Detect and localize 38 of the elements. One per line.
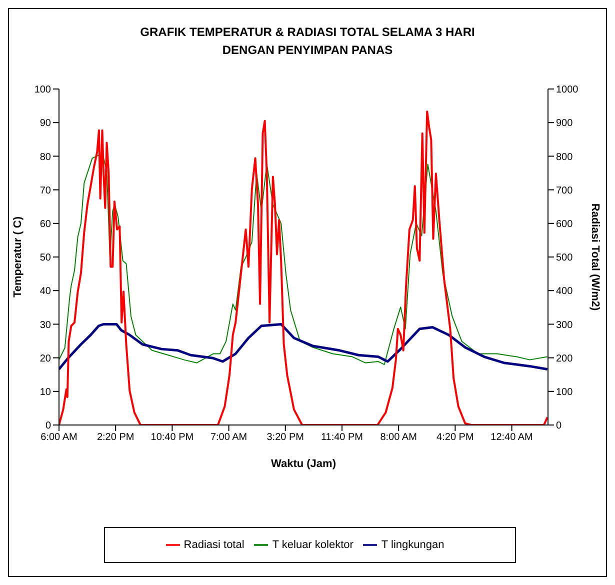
y-tick-label: 100 [34, 84, 52, 96]
legend-label: T lingkungan [381, 538, 444, 551]
y2-tick-label: 800 [556, 152, 574, 163]
x-tick-label: 11:40 PM [320, 432, 364, 444]
x-tick-label: 2:20 PM [96, 432, 134, 444]
y2-tick-label: 600 [556, 218, 574, 230]
x-tick-label: 12:40 AM [490, 432, 533, 444]
y-tick-label: 50 [40, 252, 52, 264]
y2-tick-label: 100 [556, 386, 574, 398]
y-tick-label: 70 [40, 185, 52, 196]
y2-tick-label: 500 [556, 252, 574, 264]
x-tick-label: 10:40 PM [150, 432, 194, 444]
y-tick-label: 30 [40, 320, 52, 331]
y-tick-label: 0 [45, 420, 52, 432]
y2-tick-label: 300 [556, 320, 574, 331]
x-tick-label: 3:20 PM [266, 432, 304, 444]
y2-tick-label: 400 [556, 286, 574, 298]
y2-tick-label: 900 [556, 118, 574, 130]
x-tick-label: 4:20 PM [436, 432, 474, 444]
y2-tick-label: 1000 [556, 84, 579, 96]
y-tick-label: 20 [40, 353, 52, 364]
y-tick-label: 40 [40, 286, 52, 298]
y-axis-title: Temperatur ( C) [12, 216, 24, 298]
y2-tick-label: 0 [556, 420, 562, 432]
y-tick-label: 80 [40, 152, 52, 163]
y2-tick-label: 200 [556, 353, 574, 364]
x-axis-title: Waktu (Jam) [271, 458, 336, 470]
y2-axis-title: Radiasi Total (W/m2) [589, 203, 602, 312]
legend-label: T keluar kolektor [272, 538, 354, 551]
y2-tick-label: 700 [556, 185, 574, 196]
x-tick-label: 8:00 AM [380, 432, 417, 444]
y-tick-label: 90 [40, 118, 52, 130]
y-tick-label: 60 [40, 218, 52, 230]
chart-title: GRAFIK TEMPERATUR & RADIASI TOTAL SELAMA 3 HARI DENGAN PENYIMPAN PANAS [139, 24, 476, 59]
legend-label: Radiasi total [184, 538, 244, 551]
x-tick-label: 6:00 AM [40, 432, 78, 444]
x-tick-label: 7:00 AM [210, 432, 248, 444]
y-tick-label: 10 [40, 386, 52, 398]
